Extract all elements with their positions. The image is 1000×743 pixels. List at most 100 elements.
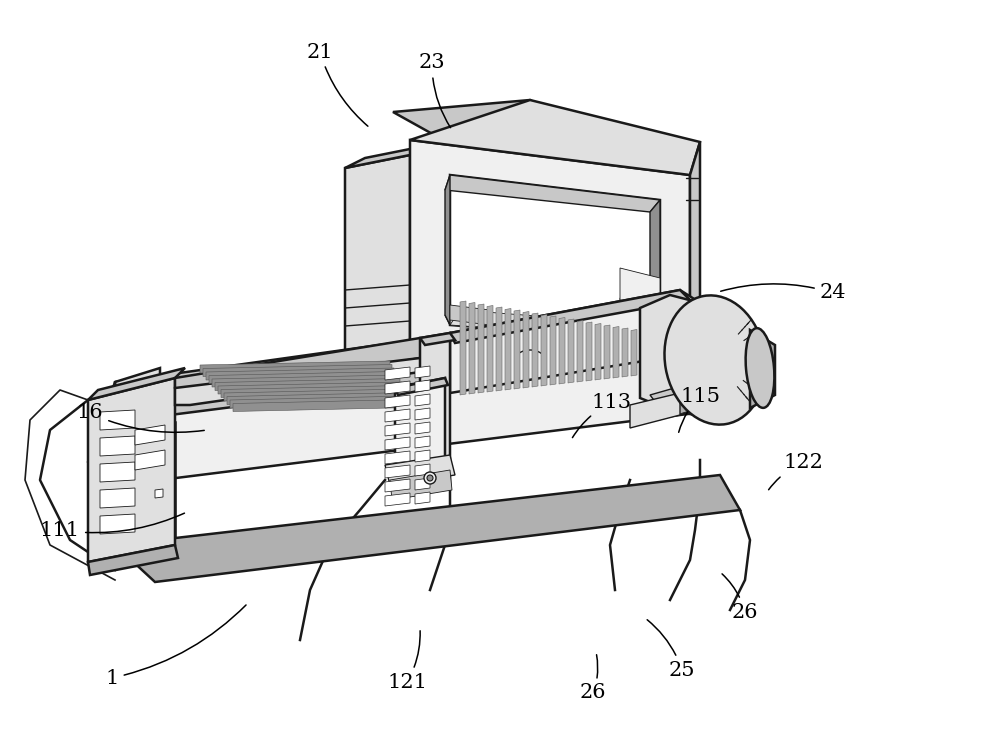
- Polygon shape: [450, 310, 660, 340]
- Polygon shape: [135, 450, 165, 470]
- Polygon shape: [115, 422, 175, 545]
- Polygon shape: [155, 489, 163, 498]
- Polygon shape: [487, 305, 493, 392]
- Polygon shape: [445, 175, 660, 212]
- Polygon shape: [650, 375, 730, 408]
- Polygon shape: [200, 361, 390, 373]
- Text: 121: 121: [387, 631, 427, 692]
- Polygon shape: [385, 367, 410, 380]
- Polygon shape: [505, 308, 511, 390]
- Polygon shape: [640, 295, 760, 420]
- Polygon shape: [395, 378, 448, 395]
- Polygon shape: [541, 314, 547, 386]
- Polygon shape: [469, 302, 475, 394]
- Polygon shape: [415, 394, 430, 406]
- Polygon shape: [385, 465, 410, 478]
- Polygon shape: [345, 345, 415, 372]
- Text: 113: 113: [572, 392, 632, 438]
- Text: 111: 111: [40, 513, 184, 539]
- Polygon shape: [415, 464, 430, 476]
- Polygon shape: [595, 323, 601, 380]
- Ellipse shape: [746, 328, 774, 408]
- Polygon shape: [224, 389, 406, 401]
- Polygon shape: [385, 479, 410, 492]
- Polygon shape: [622, 328, 628, 377]
- Circle shape: [427, 475, 433, 481]
- Polygon shape: [415, 492, 430, 504]
- Polygon shape: [613, 326, 619, 378]
- Polygon shape: [390, 470, 452, 500]
- Polygon shape: [203, 365, 392, 377]
- Polygon shape: [415, 345, 695, 378]
- Polygon shape: [445, 315, 660, 340]
- Polygon shape: [385, 455, 455, 485]
- Polygon shape: [631, 329, 637, 376]
- Polygon shape: [690, 142, 700, 358]
- Polygon shape: [233, 400, 412, 412]
- Polygon shape: [450, 175, 660, 340]
- Polygon shape: [115, 368, 160, 480]
- Polygon shape: [420, 333, 450, 473]
- Text: 21: 21: [307, 42, 368, 126]
- Polygon shape: [230, 396, 410, 408]
- Polygon shape: [415, 366, 430, 378]
- Polygon shape: [478, 304, 484, 393]
- Polygon shape: [385, 381, 410, 394]
- Polygon shape: [577, 320, 583, 382]
- Polygon shape: [88, 368, 185, 400]
- Ellipse shape: [664, 296, 766, 424]
- Polygon shape: [385, 493, 410, 506]
- Polygon shape: [586, 322, 592, 381]
- Polygon shape: [410, 140, 690, 358]
- Polygon shape: [212, 375, 398, 387]
- Polygon shape: [750, 330, 775, 408]
- Polygon shape: [514, 310, 520, 389]
- Polygon shape: [175, 358, 440, 405]
- Polygon shape: [385, 451, 410, 464]
- Polygon shape: [100, 488, 135, 508]
- Text: 16: 16: [77, 403, 204, 432]
- Polygon shape: [88, 382, 115, 545]
- Polygon shape: [640, 350, 695, 380]
- Text: 122: 122: [769, 453, 823, 490]
- Polygon shape: [215, 378, 400, 391]
- Polygon shape: [450, 290, 740, 393]
- Polygon shape: [523, 311, 529, 388]
- Polygon shape: [385, 437, 410, 450]
- Polygon shape: [415, 380, 430, 392]
- Polygon shape: [410, 345, 695, 372]
- Polygon shape: [100, 436, 135, 456]
- Circle shape: [424, 472, 436, 484]
- Polygon shape: [88, 378, 175, 562]
- Polygon shape: [115, 475, 740, 582]
- Polygon shape: [650, 200, 660, 340]
- Text: 26: 26: [722, 574, 758, 621]
- Polygon shape: [460, 301, 466, 395]
- Text: 115: 115: [679, 388, 720, 432]
- Polygon shape: [115, 312, 680, 422]
- Polygon shape: [415, 422, 430, 434]
- Polygon shape: [420, 333, 455, 345]
- Polygon shape: [395, 378, 445, 478]
- Polygon shape: [345, 155, 410, 358]
- Polygon shape: [630, 393, 680, 428]
- Polygon shape: [415, 408, 430, 420]
- Polygon shape: [649, 333, 655, 374]
- Polygon shape: [88, 545, 178, 575]
- Polygon shape: [175, 338, 440, 398]
- Polygon shape: [415, 478, 430, 490]
- Text: 25: 25: [647, 620, 695, 680]
- Polygon shape: [500, 350, 540, 365]
- Polygon shape: [620, 268, 660, 310]
- Polygon shape: [450, 290, 690, 343]
- Polygon shape: [135, 425, 165, 445]
- Polygon shape: [620, 298, 660, 340]
- Polygon shape: [115, 422, 160, 545]
- Text: 23: 23: [419, 53, 450, 128]
- Polygon shape: [550, 316, 556, 385]
- Polygon shape: [227, 392, 408, 404]
- Polygon shape: [345, 145, 430, 168]
- Polygon shape: [415, 450, 430, 462]
- Polygon shape: [385, 395, 410, 408]
- Polygon shape: [410, 100, 700, 175]
